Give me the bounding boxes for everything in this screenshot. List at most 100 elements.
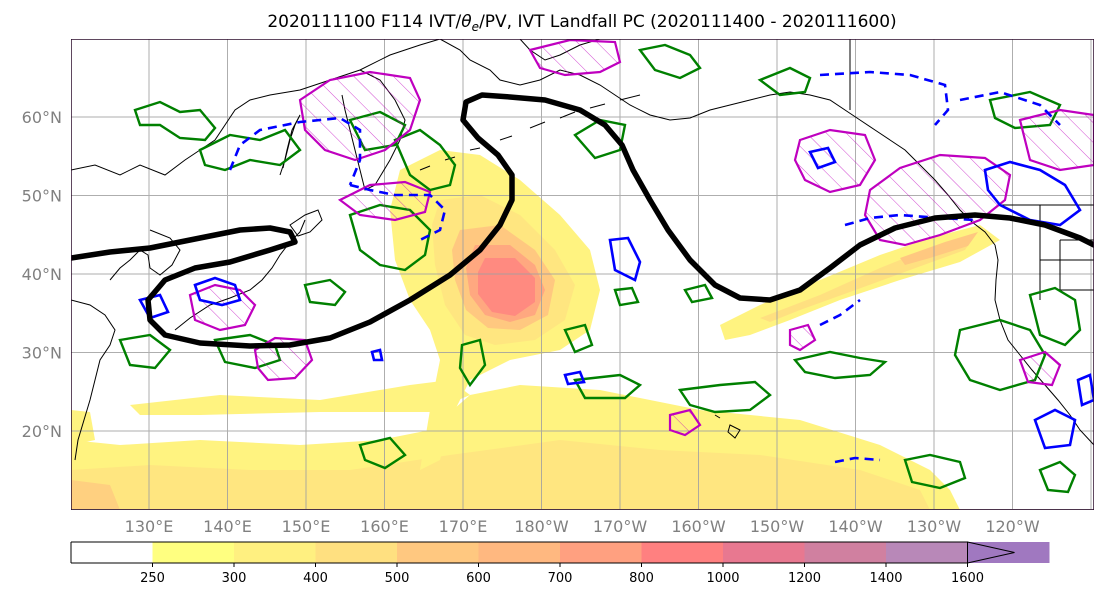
- pv-dashed-3: [819, 70, 950, 126]
- colorbar-tick-label: 600: [466, 571, 491, 586]
- colorbar-tick-label: 300: [222, 571, 247, 586]
- colorbar-tick-label: 1600: [951, 571, 984, 586]
- colorbar-segment: [478, 542, 561, 563]
- longitude-labels: 130°E 140°E 150°E 160°E 170°E 180°W 170°W 160°W…: [125, 517, 1040, 536]
- pv-solid-9: [370, 348, 384, 362]
- latitude-label: 40°N: [22, 265, 62, 284]
- longitude-label: 150°E: [282, 517, 331, 536]
- colorbar-segment: [315, 542, 398, 563]
- longitude-label: 160°W: [671, 517, 726, 536]
- theta-e-contour-22: [573, 373, 643, 400]
- pv-region-3: [337, 180, 432, 222]
- latitude-label: 20°N: [22, 422, 62, 441]
- coast-korea: [109, 229, 181, 281]
- theta-e-contour-11: [903, 453, 967, 490]
- longitude-label: 170°W: [593, 517, 648, 536]
- theta-e-contour-18: [1038, 460, 1077, 494]
- ivt-landfall-contour-main: [71, 92, 1094, 349]
- pv-hatched-regions: [188, 39, 1094, 437]
- longitude-label: 130°W: [907, 517, 962, 536]
- longitude-label: 130°E: [125, 517, 174, 536]
- longitude-label: 160°E: [360, 517, 409, 536]
- coast-na-west: [994, 244, 1094, 446]
- longitude-label: 140°E: [203, 517, 252, 536]
- border-canada-us: [998, 204, 1094, 300]
- pv-region-5: [253, 336, 314, 382]
- latitude-labels: 60°N 50°N 40°N 30°N 20°N: [22, 108, 62, 441]
- colorbar-extension-arrow: [967, 541, 1015, 564]
- pv-region-8: [1018, 108, 1094, 172]
- ivt-fill-west-corner: [71, 480, 120, 510]
- latitude-label: 30°N: [22, 344, 62, 363]
- longitude-label: 150°W: [750, 517, 805, 536]
- border-alaska-canada: [849, 39, 1094, 110]
- ivt-shading: [71, 150, 1000, 510]
- colorbar: 250 300 400 500 600 700 800 1000 1200 1400 1600: [70, 541, 1050, 586]
- colorbar-tick-label: 1000: [706, 571, 739, 586]
- theta-e-contour-23: [358, 436, 407, 470]
- latitude-label: 50°N: [22, 187, 62, 206]
- colorbar-segment: [804, 542, 887, 563]
- theta-e-contour-13: [757, 66, 812, 97]
- coast-china: [71, 299, 116, 461]
- theta-e-contour-8: [563, 323, 594, 354]
- pv-solid-6: [1076, 373, 1094, 407]
- ivt-fill-west-edge: [71, 410, 95, 445]
- theta-e-contour-15: [613, 286, 640, 307]
- theta-e-contour-12: [792, 350, 888, 380]
- theta-e-contour-4: [393, 128, 457, 192]
- pv-region-1: [298, 70, 422, 162]
- longitude-label: 170°E: [439, 517, 488, 536]
- map-panel: [71, 39, 1094, 510]
- pv-solid-8: [563, 370, 586, 386]
- colorbar-tick-label: 250: [140, 571, 165, 586]
- longitude-label: 140°W: [828, 517, 883, 536]
- coast-asia: [71, 39, 441, 176]
- theta-e-contour-14: [683, 283, 714, 304]
- colorbar-tick-label: 700: [548, 571, 573, 586]
- colorbar-segment: [723, 542, 805, 563]
- colorbar-segment: [886, 542, 968, 563]
- ivt-fill-east-plume-core: [900, 232, 978, 265]
- latitude-label: 60°N: [22, 108, 62, 127]
- theta-e-contour-17: [1028, 286, 1082, 347]
- coast-hokkaido: [289, 209, 323, 237]
- colorbar-tick-label: 500: [385, 571, 410, 586]
- colorbar-segment: [397, 542, 479, 563]
- colorbar-tick-label: 400: [303, 571, 328, 586]
- theta-e-contour-9: [458, 338, 487, 388]
- pv-region-9: [1018, 350, 1062, 387]
- colorbar-segment: [152, 542, 235, 563]
- colorbar-tick-label: 800: [629, 571, 654, 586]
- coast-hawaii: [714, 414, 741, 439]
- colorbar-segment: [560, 542, 642, 563]
- coast-sakhalin: [279, 114, 301, 176]
- figure-title: 2020111100 F114 IVT/θe/PV, IVT Landfall …: [267, 12, 896, 34]
- pv-solid-7: [808, 146, 837, 170]
- pv-solid-4: [983, 160, 1082, 227]
- theta-e-contour-5: [303, 278, 347, 307]
- pv-solid-5: [1033, 408, 1077, 450]
- theta-e-contour-2: [198, 128, 302, 172]
- ivt-landfall-contour: [71, 92, 1094, 349]
- theta-e-contour-1: [133, 100, 217, 142]
- pv-dashed-7: [959, 90, 1061, 126]
- colorbar-segment: [641, 542, 724, 563]
- pv-dashed-6: [834, 456, 881, 464]
- pv-region-10: [668, 408, 702, 437]
- theta-e-contour-21: [637, 43, 702, 80]
- pv-solid-3: [608, 236, 642, 282]
- ivt-fill-central-core: [478, 258, 535, 316]
- colorbar-outline: [70, 541, 968, 564]
- pv-region-2: [528, 39, 622, 77]
- pv-solid-1: [193, 276, 242, 307]
- longitude-label: 120°W: [985, 517, 1040, 536]
- colorbar-tick-label: 1400: [869, 571, 902, 586]
- pv-dashed-1: [228, 116, 362, 186]
- pv-dashed-5: [819, 298, 861, 327]
- pv-dashed-2: [349, 183, 447, 242]
- pv-region-11: [788, 323, 817, 352]
- theta-e-contour-6: [118, 333, 172, 370]
- colorbar-segment: [71, 542, 153, 563]
